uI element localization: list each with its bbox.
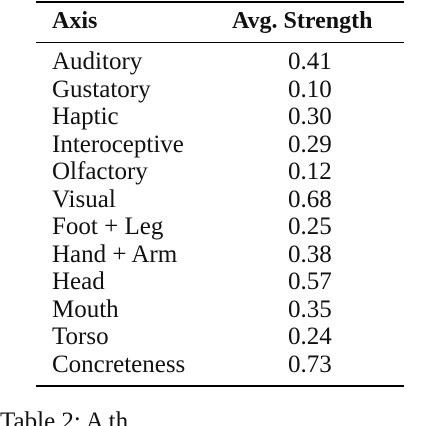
row-value: 0.35 — [288, 295, 332, 323]
row-axis: Foot + Leg — [52, 213, 164, 240]
table-top-rule — [36, 1, 404, 3]
table-row: Visual 0.68 — [36, 186, 404, 214]
row-axis: Interoceptive — [52, 130, 184, 158]
table-row: Interoceptive 0.29 — [36, 131, 404, 159]
row-value: 0.12 — [288, 158, 332, 185]
table-header-rule — [36, 42, 404, 43]
table-bottom-rule — [36, 385, 404, 387]
header-avg-strength: Avg. Strength — [232, 8, 373, 34]
row-value: 0.24 — [288, 323, 332, 350]
row-value: 0.57 — [288, 268, 332, 295]
row-value: 0.41 — [288, 48, 332, 75]
table-row: Hand + Arm 0.38 — [36, 241, 404, 269]
row-value: 0.10 — [288, 75, 332, 103]
table-row: Foot + Leg 0.25 — [36, 213, 404, 241]
table-row: Gustatory 0.10 — [36, 76, 404, 104]
row-axis: Gustatory — [52, 75, 151, 103]
row-axis: Auditory — [52, 48, 143, 75]
row-axis: Haptic — [52, 103, 119, 130]
table-header: Axis Avg. Strength — [36, 2, 404, 42]
table-caption: Table 2: A th — [0, 408, 129, 426]
table-row: Torso 0.24 — [36, 323, 404, 351]
row-value: 0.29 — [288, 130, 332, 158]
header-axis: Axis — [52, 8, 98, 34]
table-row: Head 0.57 — [36, 268, 404, 296]
table-row: Concreteness 0.73 — [36, 351, 404, 379]
row-value: 0.73 — [288, 350, 332, 378]
row-axis: Head — [52, 268, 105, 295]
row-value: 0.25 — [288, 213, 332, 240]
row-axis: Olfactory — [52, 158, 148, 185]
row-axis: Visual — [52, 185, 116, 213]
row-axis: Torso — [52, 323, 109, 350]
row-axis: Mouth — [52, 295, 119, 323]
row-value: 0.30 — [288, 103, 332, 130]
table-row: Mouth 0.35 — [36, 296, 404, 324]
table-row: Auditory 0.41 — [36, 48, 404, 76]
table-body: Auditory 0.41 Gustatory 0.10 Haptic 0.30… — [36, 48, 404, 378]
row-value: 0.68 — [288, 185, 332, 213]
row-value: 0.38 — [288, 240, 332, 268]
row-axis: Concreteness — [52, 350, 186, 378]
table-row: Haptic 0.30 — [36, 103, 404, 131]
row-axis: Hand + Arm — [52, 240, 178, 268]
table-row: Olfactory 0.12 — [36, 158, 404, 186]
